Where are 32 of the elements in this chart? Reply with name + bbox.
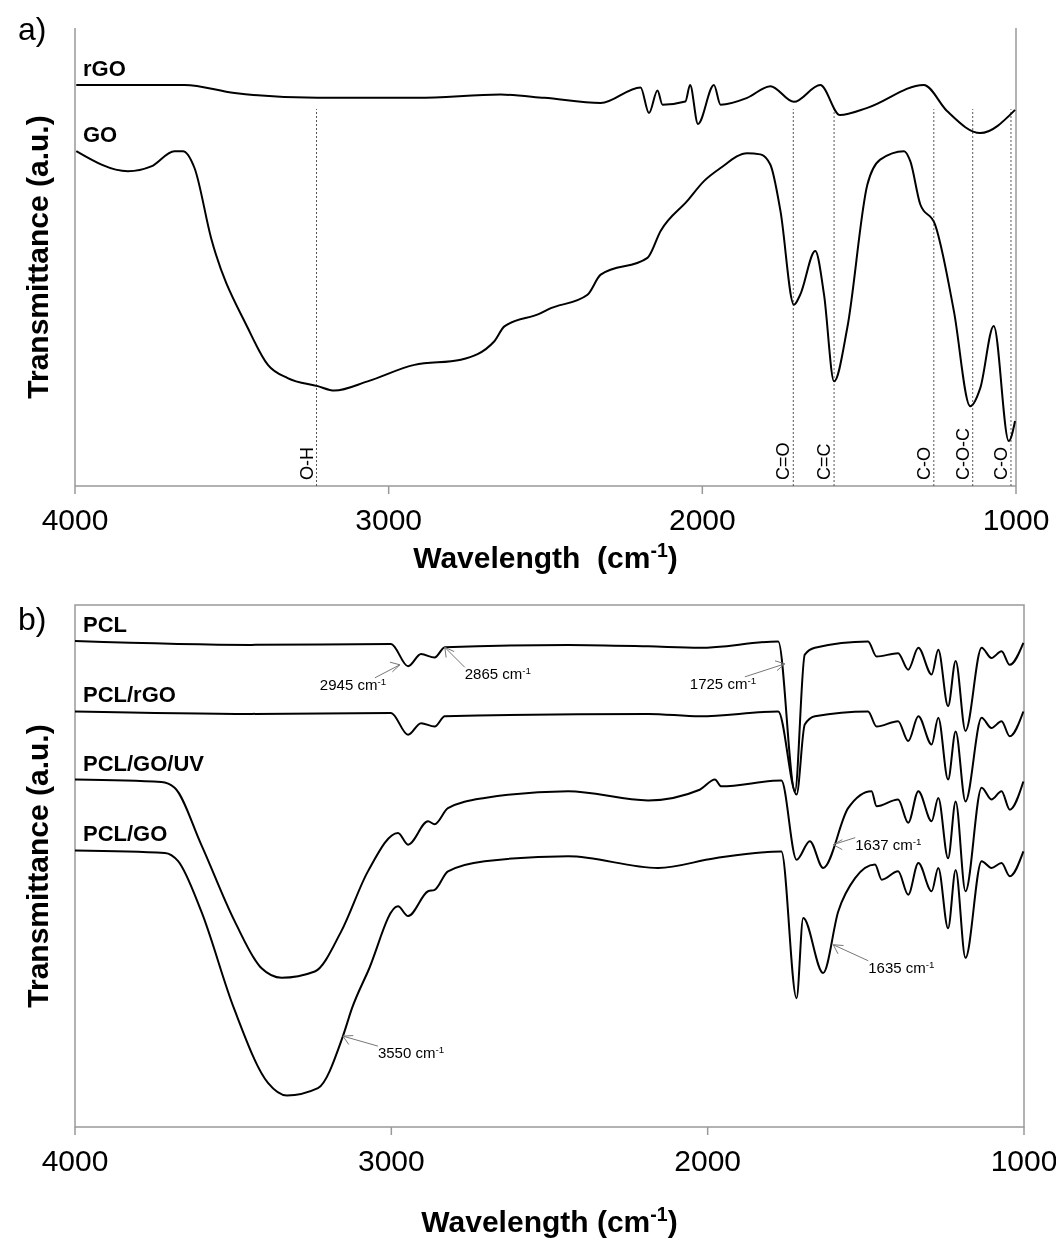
annotation: 2945 cm$^{-1}$ [319,675,387,693]
chart-title: a) [18,11,47,47]
annotation: 1637 cm$^{-1}$ [855,835,922,853]
x-axis-title: Wavelength (cm$^{-1}$) [413,539,678,574]
annotation: 2865 cm$^{-1}$ [464,664,532,683]
series-label: PCL/GO/UV [83,750,205,776]
x-axis-title: Wavelength (cm$^{-1}$) [421,1203,678,1238]
annotation: 1635 cm$^{-1}$ [868,958,935,976]
series-label: PCL/GO [83,821,168,847]
series-label: PCL/rGO [83,682,176,708]
x-tick-label: 4000 [41,503,109,536]
x-tick-label: 3000 [357,1144,425,1177]
ref-line-label: C-O [913,447,934,480]
annotation: 3550 cm$^{-1}$ [377,1043,445,1062]
x-tick-label: 3000 [355,503,423,536]
x-tick-label: 4000 [41,1144,109,1177]
ref-line-label: C=C [814,443,835,480]
ref-line-label: C=O [773,442,794,480]
x-tick-label: 2000 [668,503,736,536]
ref-line-label: O-H [296,447,317,480]
series-label: PCL [83,612,127,637]
series-label: GO [83,122,118,148]
x-tick-label: 2000 [674,1144,742,1177]
chart-title: b) [18,601,47,637]
ref-line-label: C-O-C [952,428,973,480]
y-axis-title: Transmittance (a.u.) [21,115,54,399]
annotation: 1725 cm$^{-1}$ [689,674,757,692]
x-tick-label: 1000 [990,1144,1058,1177]
y-axis-title: Transmittance (a.u.) [21,724,54,1008]
series-label: rGO [83,56,126,81]
ref-line-label: C-O [990,447,1011,480]
x-tick-label: 1000 [982,503,1050,536]
